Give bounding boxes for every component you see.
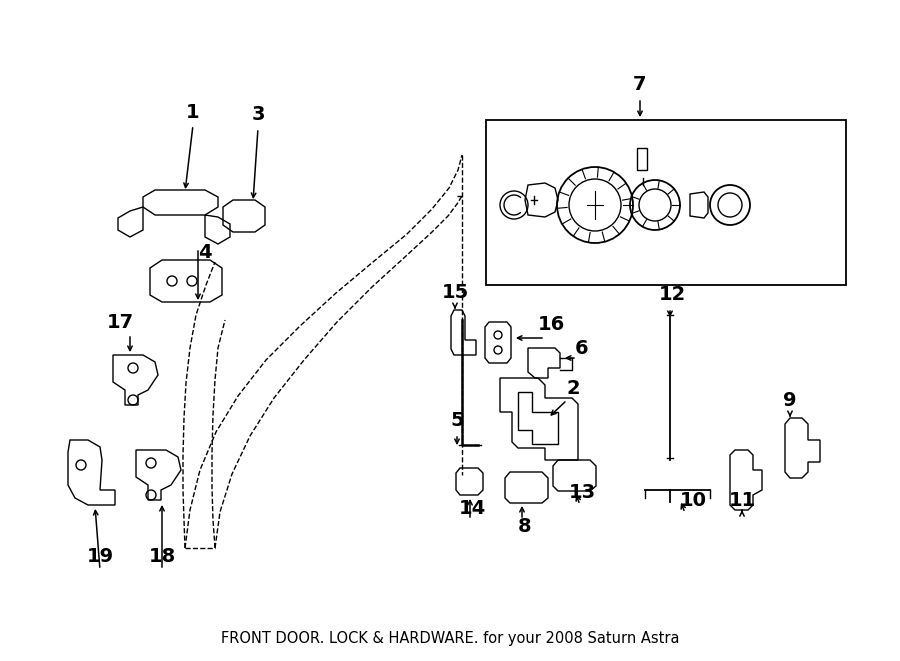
Bar [637,148,647,170]
Text: 9: 9 [783,391,796,410]
Text: 6: 6 [575,338,589,358]
Text: 3: 3 [251,106,265,124]
Text: 17: 17 [106,313,133,332]
Text: 12: 12 [659,286,686,305]
Text: 16: 16 [537,315,564,334]
Text: FRONT DOOR. LOCK & HARDWARE. for your 2008 Saturn Astra: FRONT DOOR. LOCK & HARDWARE. for your 20… [220,631,680,646]
Text: 18: 18 [148,547,176,566]
Text: 7: 7 [634,75,647,95]
Text: 2: 2 [566,379,580,397]
Text: 19: 19 [86,547,113,566]
Text: 11: 11 [728,490,756,510]
Text: 14: 14 [458,498,486,518]
Text: 1: 1 [186,102,200,122]
Text: 8: 8 [518,518,532,537]
Text: 4: 4 [198,243,212,262]
Text: 13: 13 [569,483,596,502]
Text: 10: 10 [680,490,706,510]
Text: 15: 15 [441,282,469,301]
Bar [486,120,846,285]
Text: 5: 5 [450,410,464,430]
